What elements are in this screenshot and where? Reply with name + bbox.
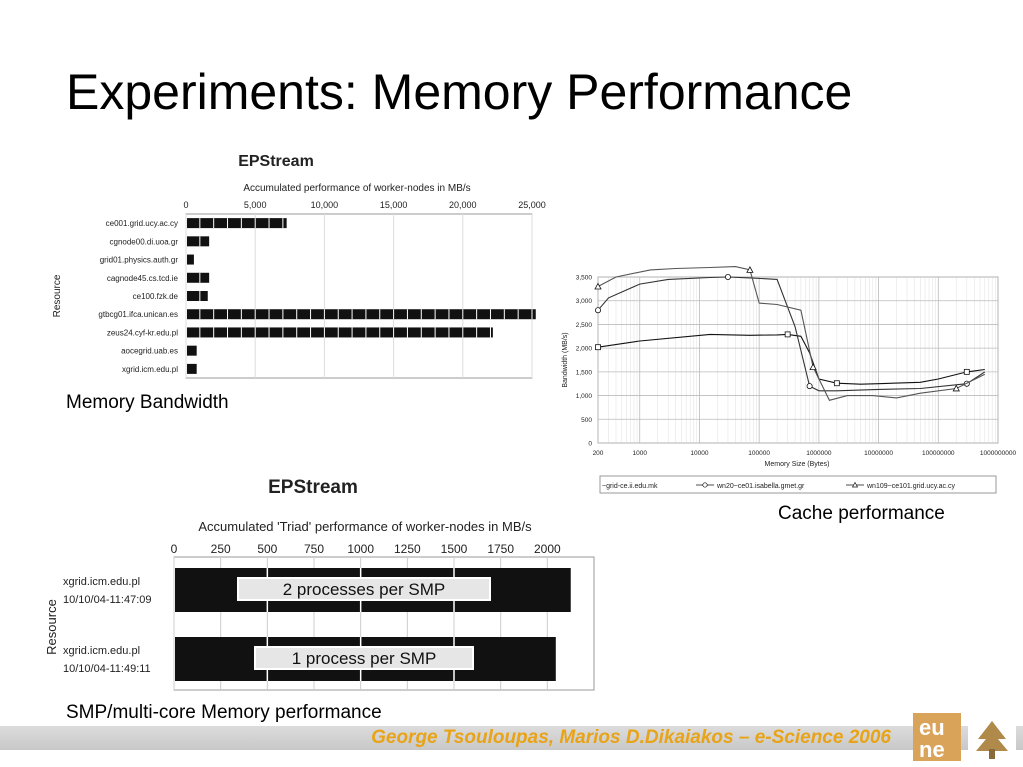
category-label: grid01.physics.auth.gr [100, 256, 179, 265]
university-logo-icon: eu ne [913, 713, 961, 762]
x-tick-label: 10,000 [311, 200, 339, 210]
y-tick-label: 3,000 [576, 298, 593, 305]
x-tick-label: 1500 [441, 542, 468, 556]
y-tick-label: 2,500 [576, 322, 593, 329]
category-label: ce100.fzk.de [133, 292, 179, 301]
x-tick-label: 10000000 [864, 450, 893, 457]
y-tick-label: 500 [581, 417, 592, 424]
category-label: gtbcg01.ifca.unican.es [98, 310, 178, 319]
circle-marker [724, 273, 731, 280]
y-axis-label: Bandwidth (MB/s) [562, 332, 569, 387]
square-marker [595, 344, 601, 351]
memory-bandwidth-chart: EPStream Accumulated performance of worke… [52, 153, 546, 379]
x-tick-label: 10000 [690, 450, 708, 457]
x-tick-label: 1250 [394, 542, 421, 556]
series-line [597, 276, 986, 392]
series-line [597, 266, 986, 401]
smp-memory-chart: EPStream Accumulated 'Triad' performance … [44, 477, 595, 691]
triangle-marker [594, 282, 602, 290]
category-label: aocegrid.uab.es [121, 347, 178, 356]
y-axis-label: Resource [44, 599, 59, 655]
footer-band [0, 726, 1023, 750]
x-axis-label: Memory Size (Bytes) [765, 461, 830, 468]
circle-marker [806, 383, 813, 390]
x-tick-label: 25,000 [518, 200, 546, 210]
legend-marker [702, 482, 708, 488]
bar-label-box [254, 646, 474, 670]
square-marker [833, 380, 840, 387]
bar [187, 254, 194, 265]
y-axis-label: Resource [52, 274, 63, 317]
x-tick-label: 100000000 [922, 450, 955, 457]
y-tick-label: 2,000 [576, 346, 593, 353]
x-tick-label: 500 [257, 542, 277, 556]
x-tick-label: 0 [183, 200, 188, 210]
x-tick-label: 200 [593, 450, 604, 457]
category-timestamp: 10/10/04-11:49:11 [63, 663, 151, 675]
y-tick-label: 1,500 [576, 369, 593, 376]
bar [187, 327, 493, 338]
bar-label-box [237, 577, 491, 601]
x-tick-label: 5,000 [244, 200, 267, 210]
x-tick-label: 250 [211, 542, 231, 556]
category-label: zeus24.cyf-kr.edu.pl [107, 328, 178, 337]
caption-cache-performance: Cache performance [778, 503, 945, 524]
legend-box [599, 475, 997, 494]
x-tick-label: 20,000 [449, 200, 477, 210]
bar-label: 2 processes per SMP [283, 580, 446, 599]
svg-text:eu: eu [919, 715, 945, 740]
x-tick-label: 15,000 [380, 200, 408, 210]
cache-performance-chart: 200 1000 10000 100000 1000000 10000000 1000000… [562, 266, 1017, 494]
square-marker [963, 368, 970, 375]
bar [187, 309, 536, 320]
bar [187, 218, 287, 229]
bar [187, 291, 208, 301]
y-tick-label: 3,500 [576, 275, 593, 282]
category-label: xgrid.icm.edu.pl [122, 365, 178, 374]
x-tick-label: 1000 [633, 450, 648, 457]
x-tick-label: 2000 [534, 542, 561, 556]
category-label: cgnode00.di.uoa.gr [110, 237, 179, 246]
category-label: ce001.grid.ucy.ac.cy [106, 219, 178, 228]
x-tick-label: 1000000 [806, 450, 832, 457]
slide-title: Experiments: Memory Performance [66, 64, 853, 120]
x-tick-label: 1000000000 [980, 450, 1017, 457]
x-tick-label: 0 [171, 542, 178, 556]
bar [187, 236, 210, 247]
bar [187, 345, 197, 356]
category-label: xgrid.icm.edu.pl [63, 645, 140, 657]
chart-subtitle: Accumulated performance of worker-nodes … [243, 183, 470, 194]
x-tick-label: 750 [304, 542, 324, 556]
bar [187, 363, 197, 374]
bar [187, 272, 210, 283]
y-tick-label: 0 [588, 441, 592, 448]
square-marker [784, 331, 791, 338]
x-tick-label: 1750 [487, 542, 514, 556]
legend-entry: wn20~ce01.isabella.gmet.gr [716, 483, 805, 490]
legend-entry: wn109~ce101.grid.ucy.ac.cy [866, 483, 956, 490]
footer-authors: George Tsouloupas, Marios D.Dikaiakos – … [371, 727, 891, 748]
triangle-marker [952, 384, 960, 392]
chart-title: EPStream [238, 153, 314, 170]
triangle-marker [746, 266, 754, 273]
chart-subtitle: Accumulated 'Triad' performance of worke… [198, 519, 532, 534]
chart-title: EPStream [268, 477, 358, 498]
caption-memory-bandwidth: Memory Bandwidth [66, 392, 229, 413]
x-tick-label: 100000 [748, 450, 770, 457]
legend-entry: ~grid-ce.ii.edu.mk [602, 483, 658, 490]
circle-marker [595, 307, 602, 314]
caption-smp: SMP/multi-core Memory performance [66, 702, 382, 723]
triangle-marker [809, 363, 817, 371]
x-tick-label: 1000 [347, 542, 374, 556]
plot-area [185, 213, 533, 379]
legend-marker [851, 481, 859, 488]
category-label: xgrid.icm.edu.pl [63, 576, 140, 588]
bar-label: 1 process per SMP [292, 649, 437, 668]
tree-logo-icon [968, 713, 1016, 761]
y-tick-label: 1,000 [576, 393, 593, 400]
category-timestamp: 10/10/04-11:47:09 [63, 594, 151, 606]
svg-text:ne: ne [919, 737, 945, 761]
category-label: cagnode45.cs.tcd.ie [107, 274, 179, 283]
